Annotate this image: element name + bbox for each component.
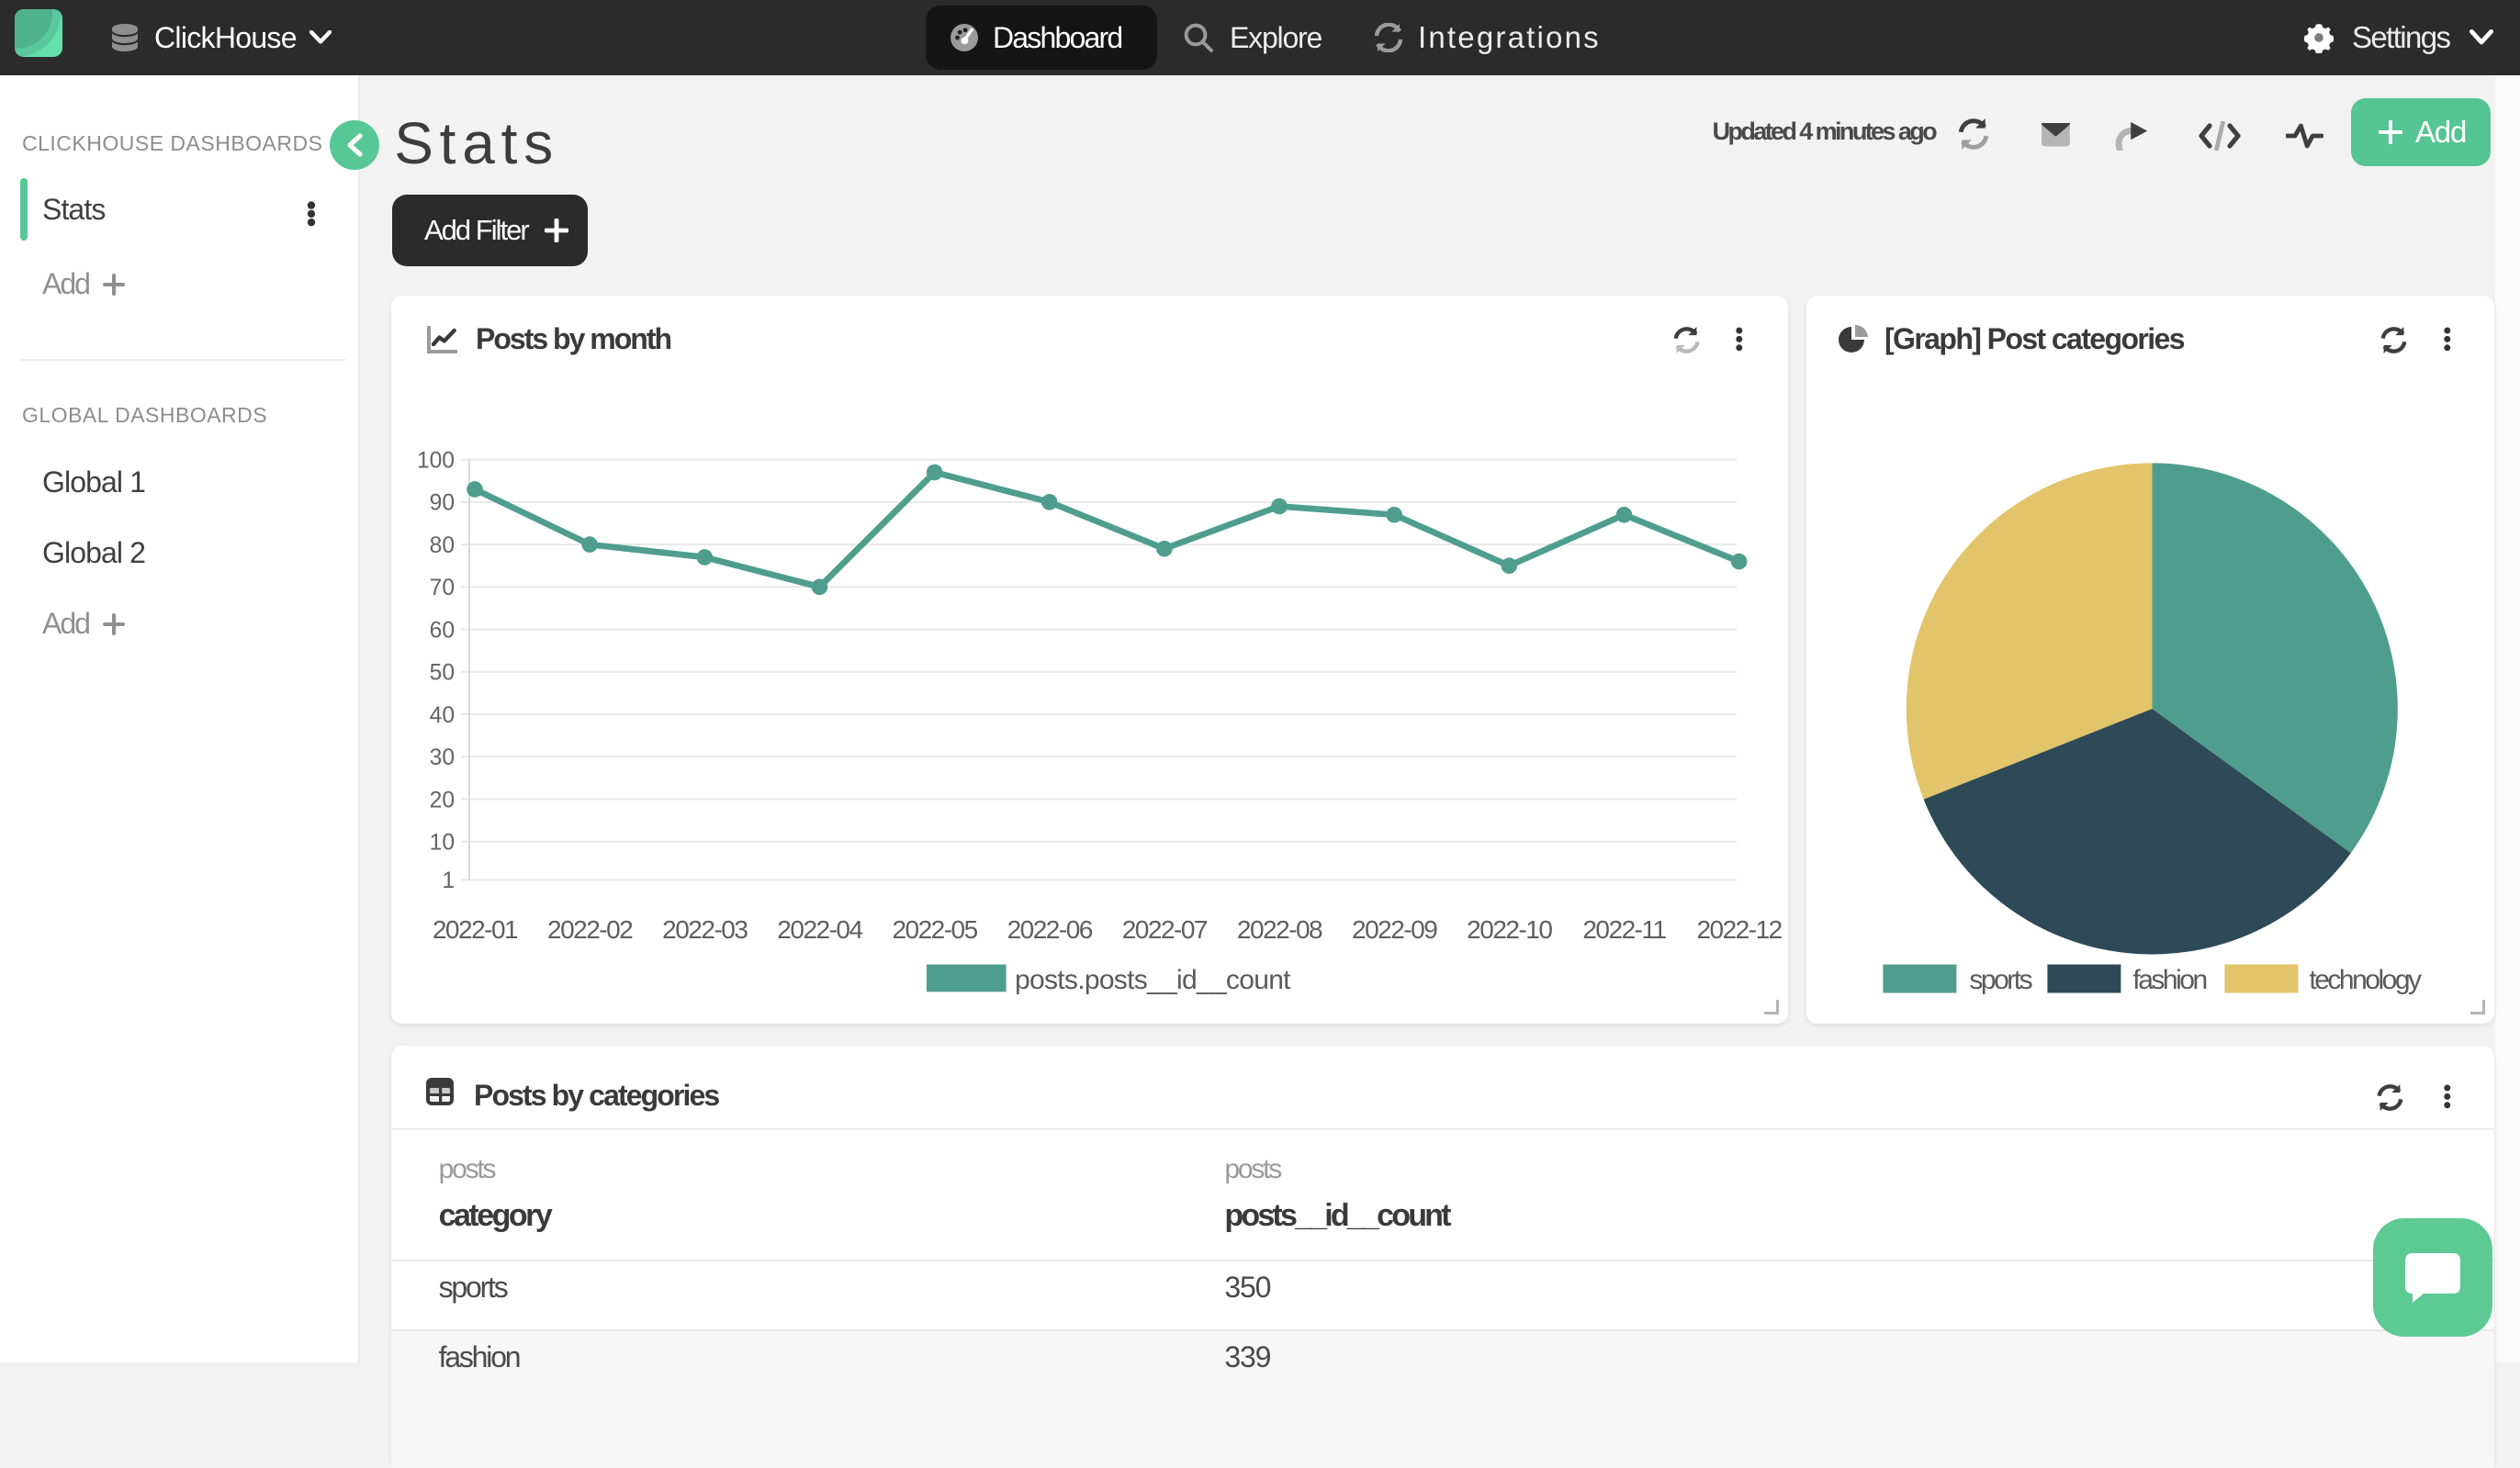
svg-text:80: 80	[430, 533, 455, 558]
svg-text:2022-12: 2022-12	[1696, 915, 1782, 944]
svg-text:2022-06: 2022-06	[1007, 915, 1093, 944]
svg-text:2022-09: 2022-09	[1352, 915, 1437, 944]
svg-text:posts.posts__id__count: posts.posts__id__count	[1015, 965, 1291, 995]
svg-text:1: 1	[442, 868, 455, 893]
svg-text:100: 100	[417, 448, 455, 473]
svg-text:70: 70	[430, 576, 455, 600]
svg-text:2022-04: 2022-04	[777, 915, 862, 944]
svg-text:90: 90	[430, 491, 455, 516]
svg-text:fashion: fashion	[2132, 965, 2206, 995]
svg-text:40: 40	[430, 703, 455, 728]
svg-text:60: 60	[430, 618, 455, 643]
svg-text:technology: technology	[2309, 965, 2422, 995]
svg-text:2022-07: 2022-07	[1122, 915, 1208, 944]
svg-text:50: 50	[430, 661, 455, 686]
svg-text:2022-10: 2022-10	[1467, 915, 1552, 944]
svg-text:2022-05: 2022-05	[892, 915, 977, 944]
svg-text:20: 20	[430, 788, 455, 812]
svg-text:2022-01: 2022-01	[433, 915, 518, 944]
svg-text:2022-02: 2022-02	[547, 915, 633, 944]
svg-text:2022-03: 2022-03	[662, 915, 748, 944]
svg-text:30: 30	[430, 745, 455, 770]
svg-text:10: 10	[430, 831, 455, 856]
svg-text:2022-11: 2022-11	[1582, 915, 1666, 944]
svg-text:sports: sports	[1969, 965, 2031, 995]
svg-text:2022-08: 2022-08	[1237, 915, 1322, 944]
